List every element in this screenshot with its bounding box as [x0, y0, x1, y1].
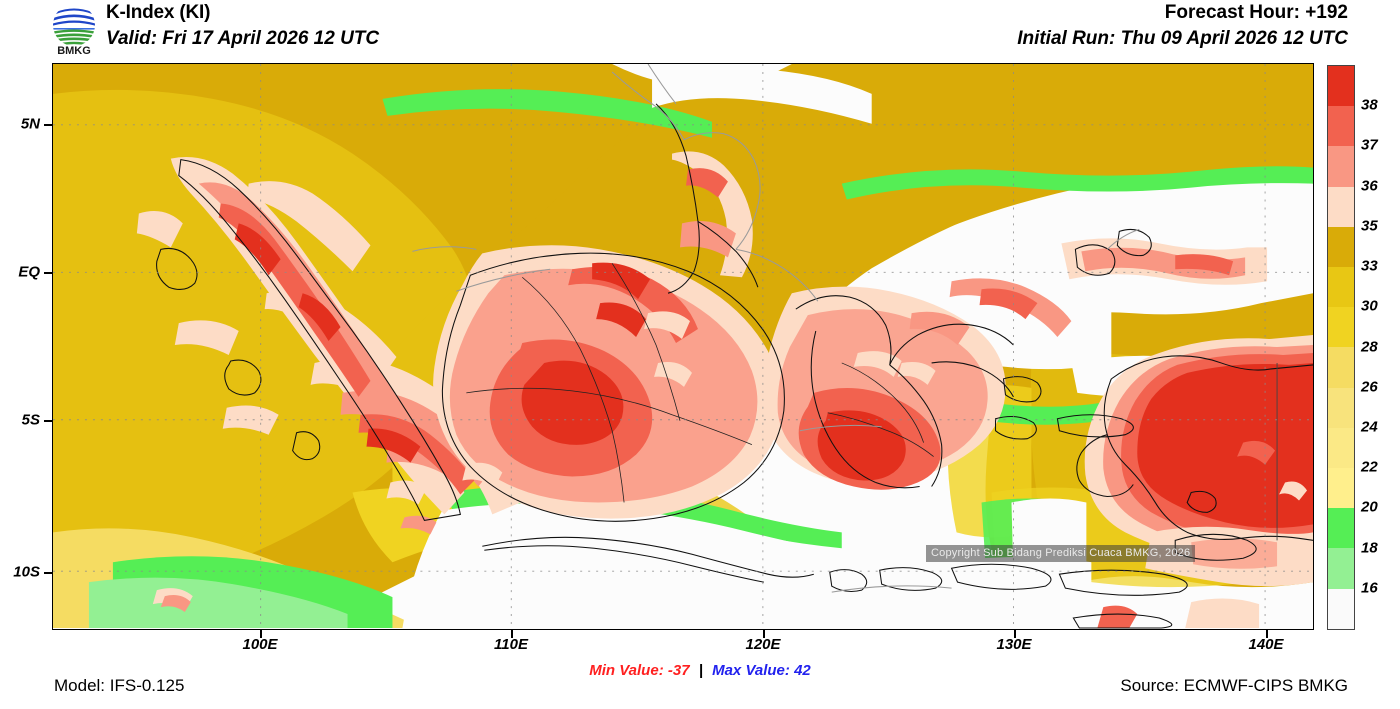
ytick-label-5n: 5N — [20, 115, 40, 133]
forecast-map[interactable]: Copyright Sub Bidang Prediksi Cuaca BMKG… — [52, 63, 1314, 630]
colorbar-label-28: 28 — [1361, 338, 1378, 355]
colorbar-band-22 — [1328, 427, 1354, 469]
page-title: K-Index (KI) — [106, 2, 211, 23]
colorbar-label-24: 24 — [1361, 418, 1378, 436]
colorbar-band-18 — [1328, 508, 1354, 549]
svg-text:BMKG: BMKG — [57, 45, 91, 55]
initial-run-label: Initial Run: Thu 09 April 2026 12 UTC — [1017, 28, 1348, 49]
ytick-label-10s: 10S — [13, 563, 40, 581]
colorbar-band-lowest — [1328, 588, 1354, 629]
colorbar-label-36: 36 — [1361, 177, 1378, 195]
xtick-mark-100e — [260, 630, 262, 638]
xtick-label-130e: 130E — [996, 636, 1032, 653]
kindex-heatmap — [53, 64, 1313, 629]
colorbar-label-18: 18 — [1361, 539, 1378, 557]
colorbar-label-38: 38 — [1361, 96, 1378, 114]
minmax-separator: | — [698, 662, 703, 679]
colorbar[interactable] — [1327, 65, 1355, 630]
min-value-label: Min Value: -37 — [589, 662, 690, 679]
xtick-mark-120e — [763, 630, 765, 638]
page-header: BMKG K-Index (KI) Valid: Fri 17 April 20… — [0, 0, 1400, 58]
xtick-label-140e: 140E — [1248, 636, 1284, 653]
colorbar-band-38 — [1328, 66, 1354, 107]
colorbar-label-33: 33 — [1361, 257, 1378, 275]
colorbar-band-26 — [1328, 347, 1354, 388]
xtick-label-100e: 100E — [242, 636, 278, 653]
xtick-mark-110e — [511, 630, 513, 638]
bmkg-logo: BMKG — [44, 3, 104, 55]
xtick-mark-140e — [1266, 630, 1268, 638]
coastline-layer — [156, 103, 1313, 629]
min-max-readout: Min Value: -37 | Max Value: 42 — [0, 662, 1400, 679]
graticule-layer — [53, 64, 1313, 629]
colorbar-label-16: 16 — [1361, 579, 1378, 597]
forecast-hour-label: Forecast Hour: +192 — [1164, 2, 1348, 23]
colorbar-label-22: 22 — [1361, 458, 1378, 476]
colorbar-label-30: 30 — [1361, 297, 1378, 315]
max-value-label: Max Value: 42 — [712, 662, 811, 679]
ytick-mark-5s — [44, 420, 52, 422]
source-label: Source: ECMWF-CIPS BMKG — [1120, 676, 1348, 695]
ytick-mark-eq — [44, 272, 52, 274]
ytick-label-5s: 5S — [21, 411, 40, 429]
ytick-mark-5n — [44, 124, 52, 126]
national-border-layer — [412, 64, 1140, 593]
colorbar-label-35: 35 — [1361, 217, 1378, 235]
colorbar-label-37: 37 — [1361, 136, 1378, 154]
colorbar-band-24 — [1328, 387, 1354, 428]
latitude-axis: 5N EQ 5S 10S — [0, 0, 52, 709]
colorbar-band-37 — [1328, 106, 1354, 147]
colorbar-band-16 — [1328, 548, 1354, 589]
colorbar-band-36 — [1328, 146, 1354, 187]
valid-time-label: Valid: Fri 17 April 2026 12 UTC — [106, 28, 380, 49]
colorbar-label-20: 20 — [1361, 498, 1378, 516]
ytick-label-eq: EQ — [18, 263, 40, 281]
contour-fill-layer — [53, 64, 1313, 629]
ytick-mark-10s — [44, 572, 52, 574]
colorbar-band-20 — [1328, 468, 1354, 509]
copyright-watermark: Copyright Sub Bidang Prediksi Cuaca BMKG… — [926, 545, 1196, 562]
colorbar-band-30 — [1328, 267, 1354, 308]
xtick-mark-130e — [1014, 630, 1016, 638]
colorbar-band-33 — [1328, 226, 1354, 268]
colorbar-band-35 — [1328, 186, 1354, 227]
xtick-label-120e: 120E — [745, 636, 781, 653]
colorbar-label-26: 26 — [1361, 378, 1378, 396]
xtick-label-110e: 110E — [494, 636, 528, 653]
colorbar-band-28 — [1328, 307, 1354, 348]
model-label: Model: IFS-0.125 — [54, 676, 185, 695]
